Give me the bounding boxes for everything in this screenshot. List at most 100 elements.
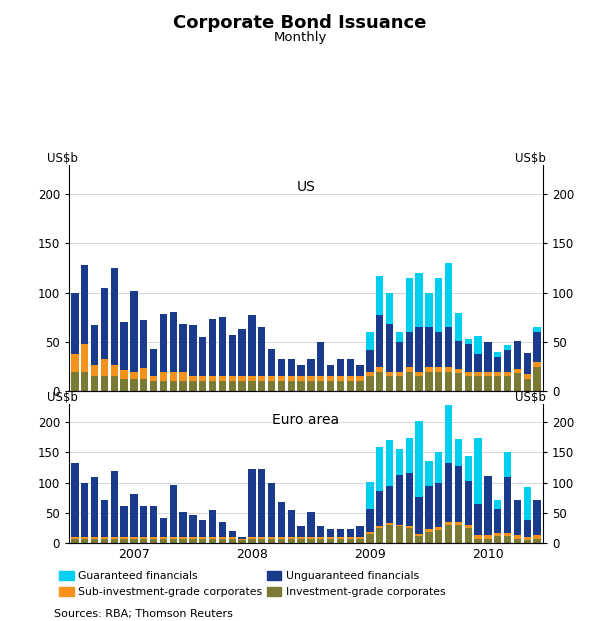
Bar [121, 506, 128, 537]
Bar [179, 371, 187, 381]
Bar [514, 535, 521, 538]
Bar [268, 537, 275, 538]
Bar [445, 327, 452, 366]
Bar [170, 371, 177, 381]
Bar [455, 368, 462, 373]
Bar [278, 538, 285, 543]
Bar [524, 487, 531, 520]
Bar [425, 327, 433, 366]
Bar [229, 530, 236, 537]
Bar [287, 376, 295, 381]
Bar [327, 376, 334, 381]
Bar [160, 537, 167, 538]
Bar [219, 537, 226, 538]
Bar [327, 365, 334, 376]
Bar [317, 376, 325, 381]
Bar [287, 538, 295, 543]
Bar [504, 376, 511, 391]
Bar [199, 520, 206, 537]
Bar [140, 379, 148, 391]
Bar [317, 381, 325, 391]
Bar [219, 522, 226, 537]
Bar [406, 278, 413, 332]
Bar [81, 483, 88, 537]
Bar [150, 538, 157, 543]
Bar [258, 538, 265, 543]
Bar [287, 381, 295, 391]
Bar [475, 538, 482, 543]
Bar [248, 537, 256, 538]
Bar [415, 420, 423, 497]
Text: Euro area: Euro area [272, 414, 340, 427]
Bar [514, 501, 521, 535]
Bar [81, 344, 88, 371]
Bar [386, 292, 393, 324]
Bar [229, 538, 236, 543]
Bar [268, 483, 275, 537]
Bar [376, 527, 383, 528]
Bar [71, 537, 79, 538]
Bar [455, 525, 462, 543]
Bar [356, 365, 364, 376]
Bar [101, 376, 108, 391]
Bar [337, 529, 344, 537]
Bar [121, 379, 128, 391]
Bar [130, 537, 137, 538]
Bar [415, 536, 423, 543]
Bar [150, 376, 157, 381]
Bar [150, 506, 157, 537]
Bar [366, 482, 374, 509]
Bar [130, 291, 137, 371]
Bar [287, 537, 295, 538]
Bar [366, 350, 374, 371]
Bar [356, 537, 364, 538]
Bar [278, 359, 285, 376]
Bar [327, 538, 334, 543]
Bar [170, 538, 177, 543]
Bar [179, 537, 187, 538]
Bar [435, 530, 442, 543]
Bar [494, 533, 502, 536]
Bar [160, 519, 167, 537]
Bar [504, 536, 511, 543]
Bar [504, 477, 511, 533]
Bar [396, 474, 403, 525]
Bar [366, 532, 374, 534]
Bar [533, 327, 541, 332]
Bar [376, 528, 383, 543]
Text: Corporate Bond Issuance: Corporate Bond Issuance [173, 14, 427, 32]
Bar [475, 354, 482, 371]
Bar [425, 366, 433, 371]
Bar [475, 535, 482, 538]
Bar [406, 366, 413, 371]
Bar [238, 540, 246, 543]
Bar [219, 381, 226, 391]
Bar [524, 353, 531, 374]
Bar [199, 337, 206, 376]
Bar [160, 538, 167, 543]
Bar [268, 376, 275, 381]
Bar [189, 538, 197, 543]
Bar [406, 371, 413, 391]
Bar [475, 504, 482, 535]
Bar [524, 520, 531, 537]
Bar [376, 315, 383, 366]
Bar [229, 335, 236, 376]
Bar [386, 524, 393, 525]
Bar [514, 538, 521, 543]
Bar [514, 373, 521, 391]
Bar [238, 329, 246, 376]
Bar [504, 371, 511, 376]
Bar [278, 376, 285, 381]
Bar [435, 527, 442, 530]
Bar [189, 376, 197, 381]
Bar [298, 381, 305, 391]
Bar [464, 528, 472, 543]
Bar [504, 533, 511, 536]
Bar [317, 526, 325, 537]
Bar [258, 537, 265, 538]
Bar [130, 371, 137, 379]
Bar [219, 317, 226, 376]
Bar [406, 473, 413, 527]
Bar [189, 325, 197, 376]
